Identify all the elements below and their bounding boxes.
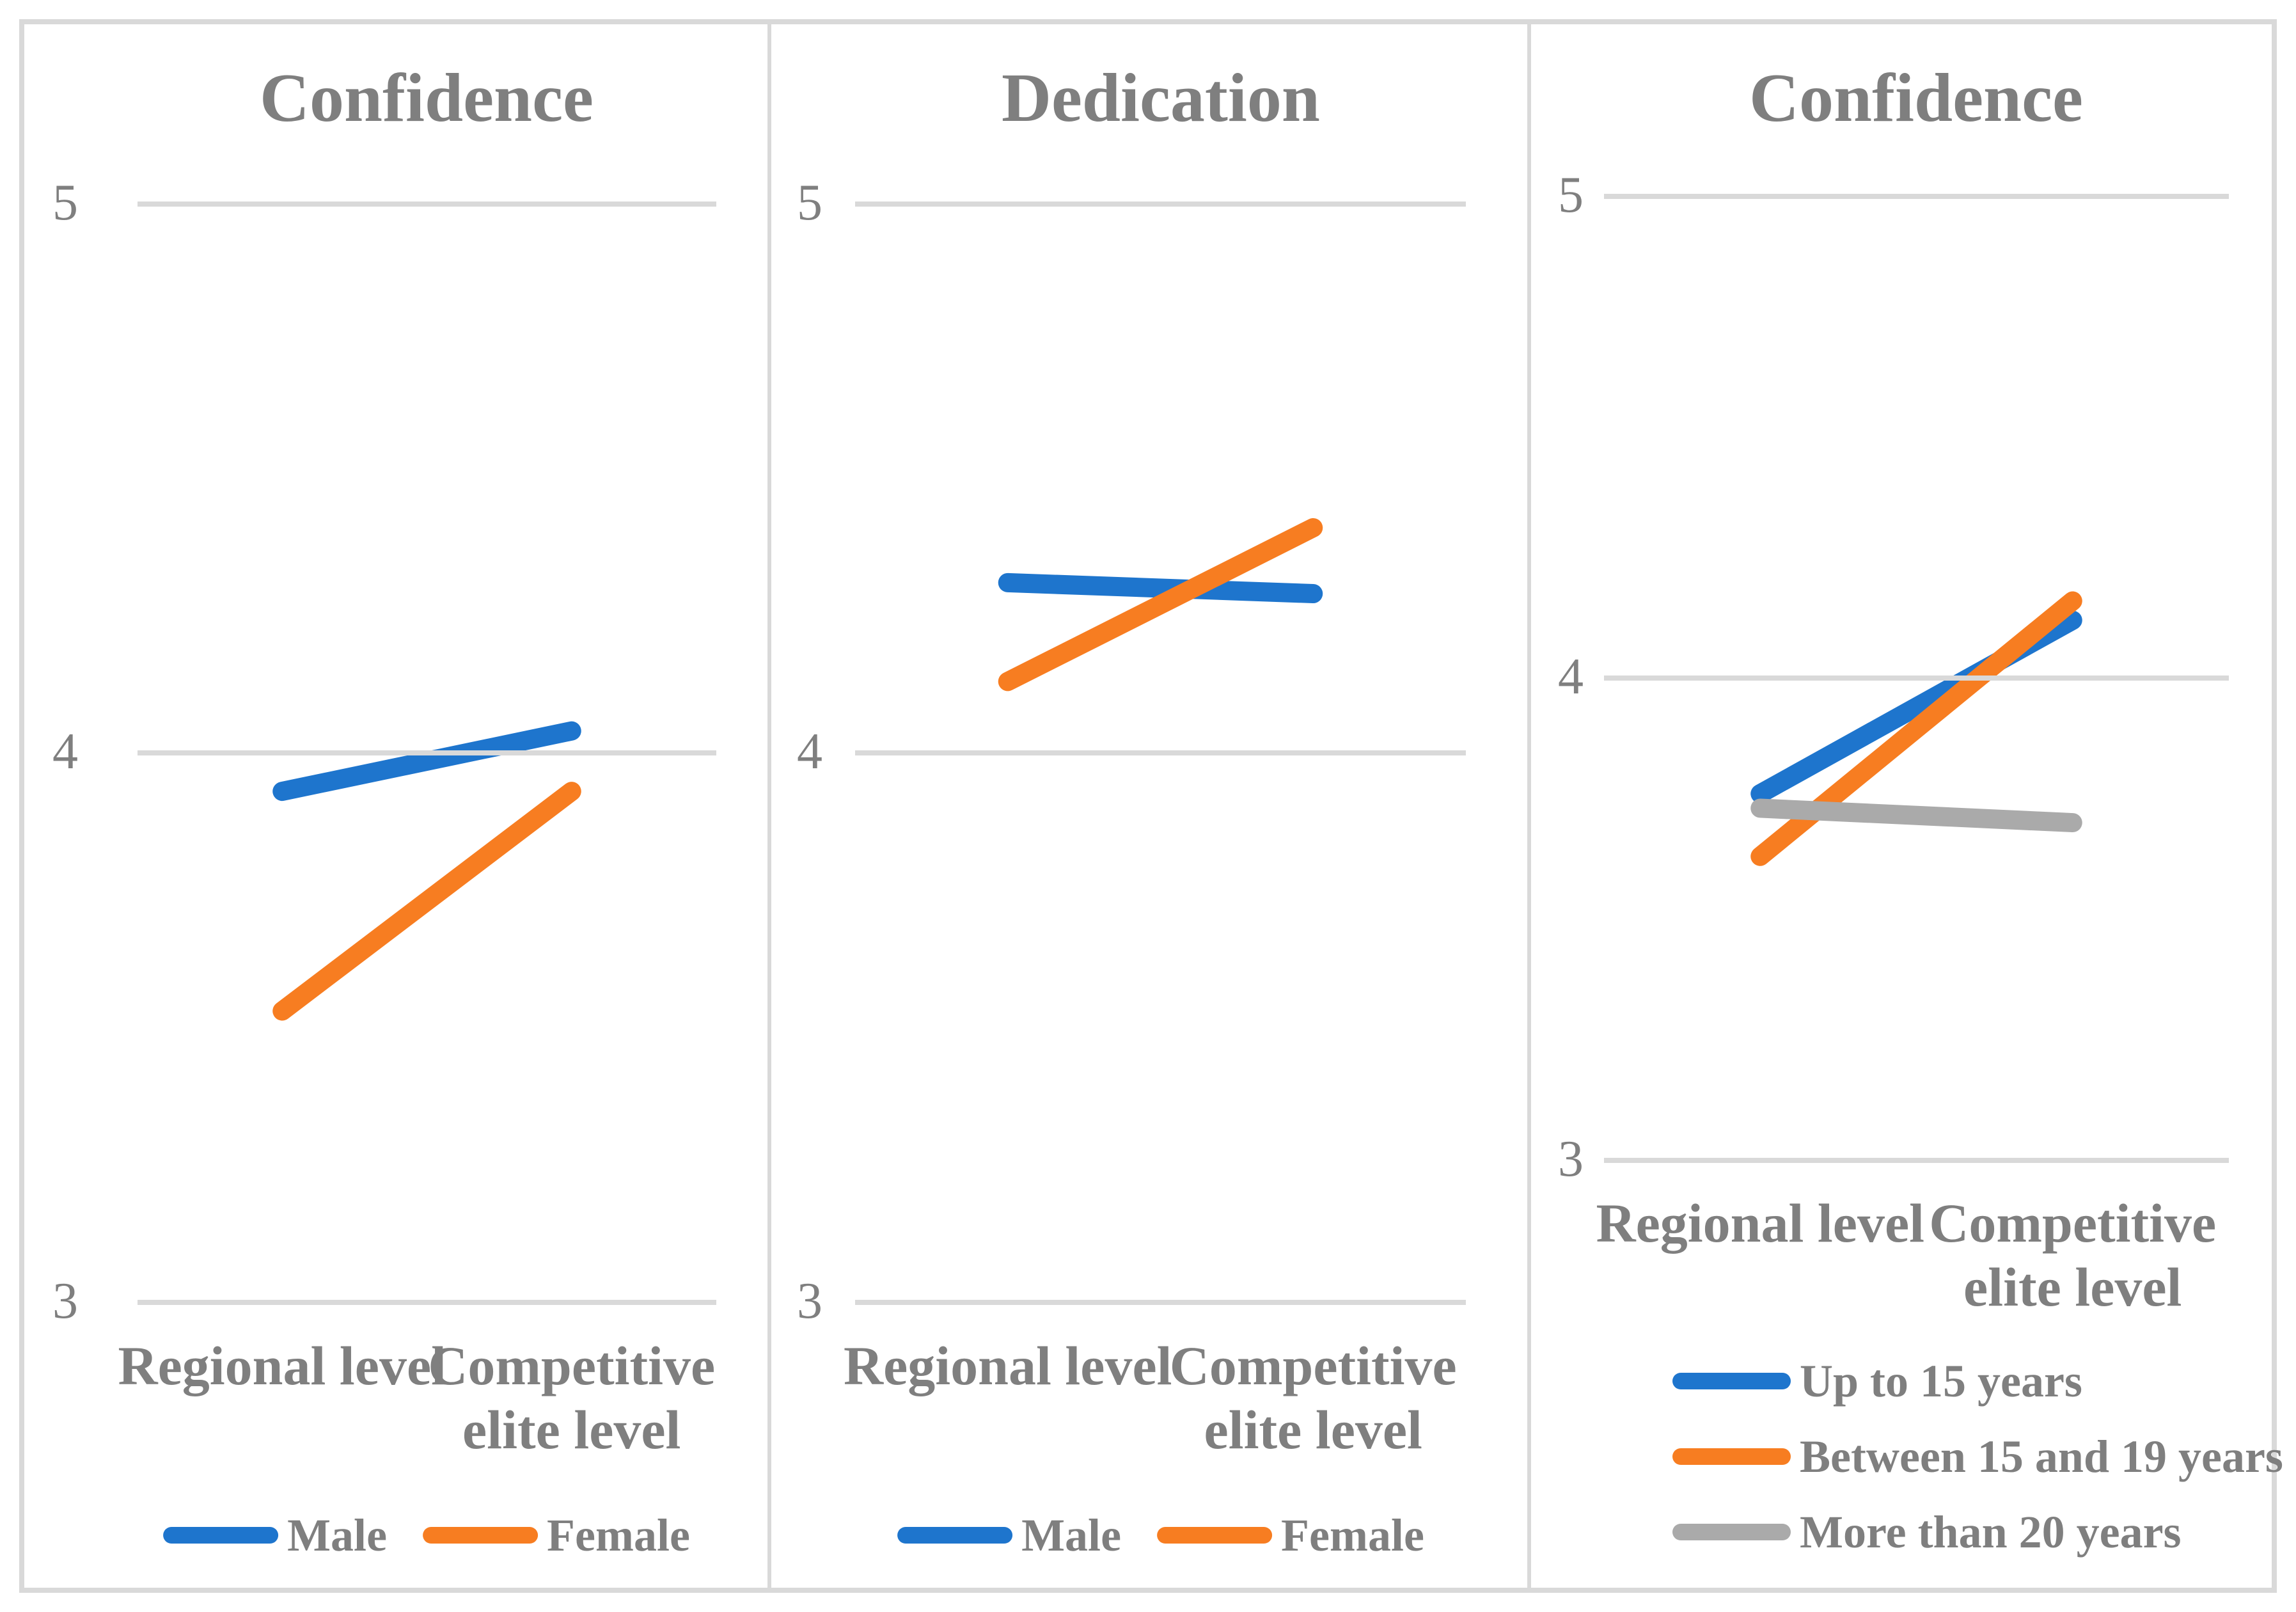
x-axis-label-competitive-elite-level: Competitive elite level <box>428 1335 716 1460</box>
legend: Male Female <box>897 1510 1424 1561</box>
legend-marker-between-15-and-19-years <box>1672 1448 1791 1465</box>
series-line-female <box>998 518 1323 691</box>
gridline <box>138 750 716 755</box>
y-axis-tick-label: 5 <box>1558 166 1584 223</box>
series-line-more-than-20-years <box>1750 798 2082 833</box>
series-line-male <box>272 721 581 802</box>
legend-marker-male <box>163 1527 279 1544</box>
panel-divider-left <box>767 19 771 1593</box>
legend-marker-more-than-20-years <box>1672 1524 1791 1540</box>
legend-item: Female <box>423 1512 690 1558</box>
legend-label: Between 15 and 19 years <box>1800 1431 2283 1482</box>
legend: Male Female <box>163 1510 690 1561</box>
gridline <box>1604 193 2229 199</box>
legend-marker-female <box>423 1527 539 1544</box>
series-line-male <box>998 573 1323 604</box>
legend-label: Male <box>1021 1510 1122 1561</box>
legend-marker-female <box>1157 1527 1273 1544</box>
gridline <box>138 1299 716 1305</box>
y-axis-tick-label: 4 <box>1558 649 1584 705</box>
legend-label: Up to 15 years <box>1800 1355 2082 1407</box>
panel-divider-right <box>1527 19 1531 1593</box>
x-axis-label-competitive-elite-level: Competitive elite level <box>1169 1335 1457 1460</box>
y-axis-tick-label: 3 <box>1558 1130 1584 1187</box>
gridline <box>138 201 716 207</box>
legend-item: Up to 15 years <box>1672 1355 2082 1407</box>
legend-label: Male <box>287 1510 388 1561</box>
y-axis-tick-label: 3 <box>52 1272 78 1329</box>
chart-title: Confidence <box>260 60 594 136</box>
gridline <box>855 1299 1466 1305</box>
figure-border <box>19 19 2277 1593</box>
x-axis-label-competitive-elite-level: Competitive elite level <box>1929 1192 2217 1318</box>
x-axis-label-regional-level: Regional level <box>1596 1192 1925 1254</box>
legend-label: More than 20 years <box>1800 1506 2182 1558</box>
legend-item: More than 20 years <box>1672 1506 2182 1558</box>
y-axis-tick-label: 5 <box>797 174 822 231</box>
legend-marker-male <box>897 1527 1013 1544</box>
series-line-female <box>272 782 581 1021</box>
legend-item: Between 15 and 19 years <box>1672 1431 2283 1482</box>
gridline <box>855 201 1466 207</box>
x-axis-label-regional-level: Regional level <box>843 1335 1172 1396</box>
y-axis-tick-label: 4 <box>52 723 78 780</box>
legend-marker-up-to-15-years <box>1672 1373 1791 1389</box>
y-axis-tick-label: 5 <box>52 174 78 231</box>
y-axis-tick-label: 4 <box>797 723 822 780</box>
legend-item: Female <box>1157 1512 1424 1558</box>
gridline <box>1604 1157 2229 1163</box>
gridline <box>1604 676 2229 681</box>
legend-label: Female <box>1281 1510 1424 1561</box>
chart-title: Confidence <box>1749 60 2083 136</box>
y-axis-tick-label: 3 <box>797 1272 822 1329</box>
legend-item: Male <box>897 1512 1121 1558</box>
legend-item: Male <box>163 1512 387 1558</box>
x-axis-label-regional-level: Regional level <box>118 1335 447 1396</box>
legend-label: Female <box>547 1510 690 1561</box>
chart-title: Dedication <box>1002 60 1320 136</box>
gridline <box>855 750 1466 755</box>
